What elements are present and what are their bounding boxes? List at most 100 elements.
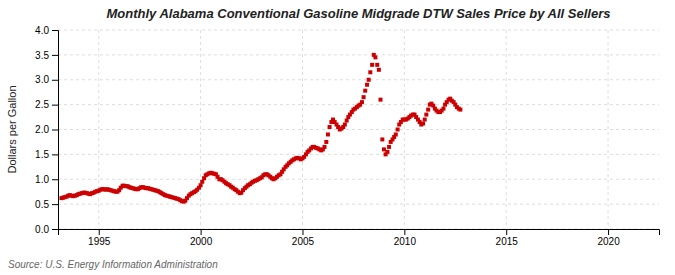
x-tick-mark: [404, 229, 405, 235]
point: [367, 78, 371, 82]
y-tick-mark: [52, 105, 58, 106]
point: [362, 95, 366, 99]
y-grid-line: [58, 179, 659, 180]
point: [380, 137, 384, 141]
y-tick: 1.0: [35, 174, 58, 185]
y-tick: 2.5: [35, 99, 58, 110]
y-axis: 0.0 0.5 1.0 1.5 2.0 2.5 3.0 3.5 4.0: [35, 25, 58, 235]
y-tick-mark: [52, 154, 58, 155]
y-axis-title: Dollars per Gallon: [6, 85, 18, 173]
point: [363, 89, 367, 93]
x-grid-line: [608, 30, 609, 229]
y-tick-label: 1.5: [35, 149, 49, 160]
source-note: Source: U.S. Energy Information Administ…: [8, 259, 218, 270]
point: [360, 100, 364, 104]
x-tick-label: 2005: [292, 236, 315, 247]
x-tick: 1995: [88, 229, 111, 247]
title: Monthly Alabama Conventional Gasoline Mi…: [107, 6, 611, 21]
x-axis: 1995 2000 2005 2010 2015 2020: [59, 229, 660, 247]
x-grid-line: [506, 30, 507, 229]
x-grid-line: [404, 30, 405, 229]
point: [368, 70, 372, 74]
y-tick-mark: [52, 204, 58, 205]
point: [199, 183, 203, 187]
x-tick-label: 2000: [190, 236, 213, 247]
x-tick: 2000: [190, 229, 213, 247]
point: [421, 122, 425, 126]
point: [343, 123, 347, 127]
x-grid-line: [98, 30, 99, 229]
y-tick-label: 2.5: [35, 99, 49, 110]
chart-container: 1995 2000 2005 2010 2015 2020 0.0 0.5 1.0 1.5 2.0 2…: [0, 0, 675, 275]
point: [396, 128, 400, 132]
y-tick: 3.5: [35, 50, 58, 61]
y-tick-mark: [52, 30, 58, 31]
point: [375, 63, 379, 67]
points: [59, 53, 462, 204]
point: [377, 68, 381, 72]
point: [324, 140, 328, 144]
point: [424, 113, 428, 117]
y-grid-line: [58, 154, 659, 155]
y-tick-label: 3.0: [35, 74, 49, 85]
y-tick: 0.0: [35, 224, 58, 235]
y-tick-label: 4.0: [35, 25, 49, 36]
y-tick-label: 3.5: [35, 50, 49, 61]
point: [345, 119, 349, 123]
y-tick-label: 0.5: [35, 199, 49, 210]
point: [458, 108, 462, 112]
y-grid-line: [58, 204, 659, 205]
point: [365, 83, 369, 87]
y-tick-label: 1.0: [35, 174, 49, 185]
y-tick-mark: [52, 55, 58, 56]
x-tick-mark: [201, 229, 202, 235]
y-tick: 2.0: [35, 124, 58, 135]
y-tick: 0.5: [35, 199, 58, 210]
point: [322, 145, 326, 149]
x-tick-label: 1995: [88, 236, 111, 247]
x-tick: 2005: [292, 229, 315, 247]
x-tick-mark: [302, 229, 303, 235]
point: [326, 132, 330, 136]
y-grid-line: [58, 54, 659, 55]
point: [385, 150, 389, 154]
x-tick-label: 2020: [597, 236, 620, 247]
y-grid-line: [58, 79, 659, 80]
x-tick-mark: [608, 229, 609, 235]
x-tick-label: 2015: [496, 236, 519, 247]
y-tick-mark: [52, 80, 58, 81]
point: [200, 180, 204, 184]
y-tick-mark: [52, 229, 58, 230]
y-tick: 4.0: [35, 25, 58, 36]
x-tick-mark: [506, 229, 507, 235]
x-tick: 2010: [394, 229, 417, 247]
grid: [58, 30, 659, 229]
x-grid-line: [200, 30, 201, 229]
y-axis-line: [52, 31, 59, 230]
y-tick-label: 2.0: [35, 124, 49, 135]
x-tick-label: 2010: [394, 236, 417, 247]
point: [328, 125, 332, 129]
point: [370, 63, 374, 67]
y-tick-mark: [52, 179, 58, 180]
point: [441, 107, 445, 111]
point: [394, 132, 398, 136]
y-grid-line: [58, 30, 659, 31]
x-axis-line: [59, 230, 660, 236]
x-tick: 2020: [597, 229, 620, 247]
y-tick: 1.5: [35, 149, 58, 160]
plot-area: 1995 2000 2005 2010 2015 2020 0.0 0.5 1.0 1.5 2.0 2…: [35, 25, 659, 247]
y-tick-mark: [52, 130, 58, 131]
point: [423, 118, 427, 122]
point: [373, 55, 377, 59]
x-tick-mark: [99, 229, 100, 235]
chart-svg: 1995 2000 2005 2010 2015 2020 0.0 0.5 1.0 1.5 2.0 2…: [0, 0, 675, 275]
point: [426, 108, 430, 112]
x-tick: 2015: [496, 229, 519, 247]
point: [387, 145, 391, 149]
point: [382, 147, 386, 151]
point: [379, 98, 383, 102]
y-tick: 3.0: [35, 74, 58, 85]
x-grid-line: [302, 30, 303, 229]
y-grid-line: [58, 129, 659, 130]
